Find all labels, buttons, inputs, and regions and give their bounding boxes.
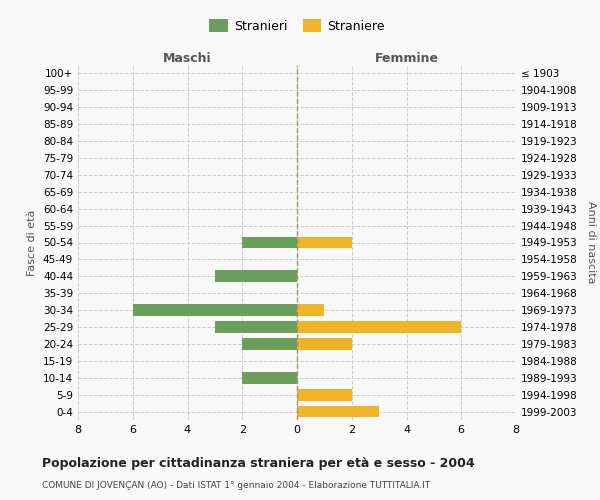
Y-axis label: Fasce di età: Fasce di età	[28, 210, 37, 276]
Bar	[297, 321, 461, 333]
Bar	[297, 236, 352, 248]
Bar	[242, 236, 297, 248]
Bar	[297, 338, 352, 350]
Bar	[242, 372, 297, 384]
Bar	[242, 338, 297, 350]
Bar	[297, 406, 379, 417]
Bar	[297, 304, 325, 316]
Text: COMUNE DI JOVENÇAN (AO) - Dati ISTAT 1° gennaio 2004 - Elaborazione TUTTITALIA.I: COMUNE DI JOVENÇAN (AO) - Dati ISTAT 1° …	[42, 481, 430, 490]
Y-axis label: Anni di nascita: Anni di nascita	[586, 201, 596, 284]
Bar	[215, 270, 297, 282]
Bar	[297, 388, 352, 400]
Text: Femmine: Femmine	[374, 52, 439, 65]
Legend: Stranieri, Straniere: Stranieri, Straniere	[204, 14, 390, 38]
Text: Maschi: Maschi	[163, 52, 212, 65]
Bar	[133, 304, 297, 316]
Text: Popolazione per cittadinanza straniera per età e sesso - 2004: Popolazione per cittadinanza straniera p…	[42, 458, 475, 470]
Bar	[215, 321, 297, 333]
